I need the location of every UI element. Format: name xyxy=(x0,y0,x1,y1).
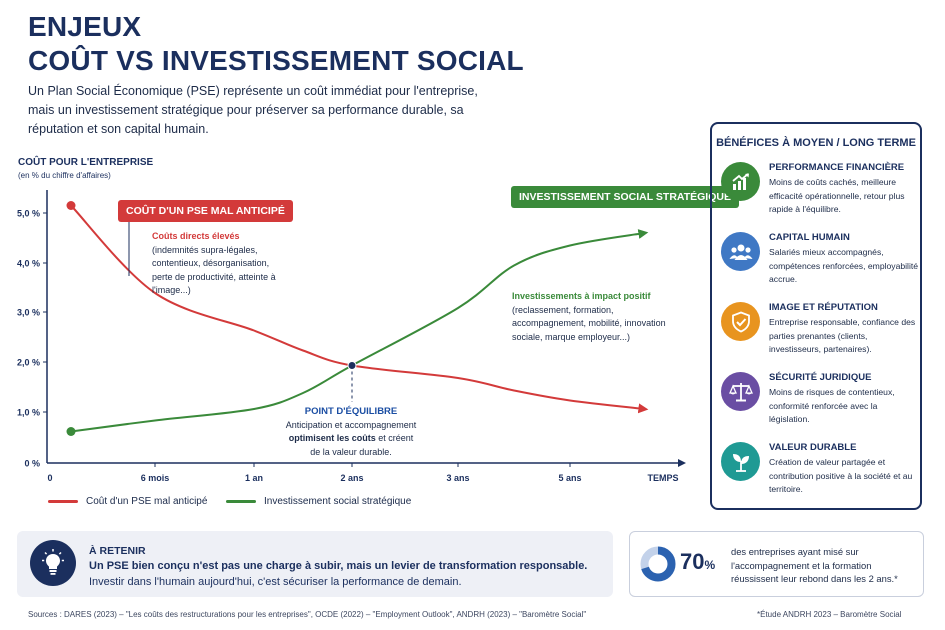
legend-item-red: Coût d'un PSE mal anticipé xyxy=(48,496,207,507)
sources-footer: Sources : DARES (2023) – "Les coûts des … xyxy=(28,610,587,619)
benefit-text-legal: Moins de risques de contentieux, conform… xyxy=(769,387,895,424)
legend-label-red: Coût d'un PSE mal anticipé xyxy=(86,496,208,507)
statistic-box: 70% des entreprises ayant misé sur l'acc… xyxy=(629,531,924,597)
lightbulb-icon xyxy=(30,540,76,586)
benefit-title-financial: PERFORMANCE FINANCIÈRE xyxy=(769,162,905,173)
equilibrium-line-1: Anticipation et accompagnement xyxy=(285,419,417,430)
people-icon xyxy=(721,232,760,271)
x-tick-label: 2 ans xyxy=(340,473,363,483)
statistic-text: des entreprises ayant misé sur l'accompa… xyxy=(731,546,898,584)
x-tick-label: TEMPS xyxy=(647,473,678,483)
key-takeaway-line-1: Un PSE bien conçu n'est pas une charge à… xyxy=(89,560,588,572)
equilibrium-heading: POINT D'ÉQUILIBRE xyxy=(304,406,398,417)
title-line-2: COÛT VS INVESTISSEMENT SOCIAL xyxy=(28,45,524,76)
series-line-cost-start-point xyxy=(66,201,76,210)
benefit-text-sustainable: Création de valeur partagée et contribut… xyxy=(769,457,913,494)
key-takeaway-line-2: Investir dans l'humain aujourd'hui, c'es… xyxy=(89,576,462,588)
equilibrium-point xyxy=(347,361,357,370)
y-axis-subtitle: (en % du chiffre d'affaires) xyxy=(18,171,111,180)
page-title: ENJEUX COÛT VS INVESTISSEMENT SOCIAL xyxy=(28,10,524,78)
y-tick-label: 4,0 % xyxy=(17,259,40,269)
positive-impact-body: (reclassement, formation, accompagnement… xyxy=(512,304,666,342)
benefit-text-human: Salariés mieux accompagnés, compétences … xyxy=(769,247,919,284)
y-tick-label: 1,0 % xyxy=(17,408,40,418)
positive-impact-heading: Investissements à impact positif xyxy=(512,291,651,301)
x-tick-label: 1 an xyxy=(245,473,263,483)
y-tick-label: 2,0 % xyxy=(17,358,40,368)
chart-up-icon xyxy=(721,162,760,201)
footnote: *Étude ANDRH 2023 – Baromètre Social xyxy=(757,610,902,619)
equilibrium-note: POINT D'ÉQUILIBRE Anticipation et accomp… xyxy=(276,405,426,459)
key-takeaway-title: À RETENIR xyxy=(89,545,146,557)
statistic-unit: % xyxy=(704,558,716,572)
equilibrium-line-3: de la valeur durable. xyxy=(310,446,392,457)
equilibrium-line-2-bold: optimisent les coûts xyxy=(288,433,376,443)
x-tick-label: 6 mois xyxy=(141,473,170,483)
donut-value-arc xyxy=(640,546,676,582)
statistic-value: 70% xyxy=(680,549,715,575)
cost-investment-chart: COÛT POUR L'ENTREPRISE (en % du chiffre … xyxy=(17,155,686,483)
equilibrium-line-2-rest: et créent xyxy=(375,433,414,443)
leaf-icon xyxy=(721,442,760,481)
intro-text: Un Plan Social Économique (PSE) représen… xyxy=(28,84,478,136)
benefit-title-reputation: IMAGE ET RÉPUTATION xyxy=(769,302,878,313)
scales-icon xyxy=(721,372,760,411)
positive-impact-note: Investissements à impact positif (reclas… xyxy=(512,290,687,344)
y-tick-label: 3,0 % xyxy=(17,308,40,318)
benefit-text-financial: Moins de coûts cachés, meilleure efficac… xyxy=(769,177,905,214)
y-tick-label: 5,0 % xyxy=(17,209,40,219)
red-series-tag: COÛT D'UN PSE MAL ANTICIPÉ xyxy=(118,200,293,222)
direct-costs-heading: Coûts directs élevés xyxy=(152,231,240,241)
donut-chart xyxy=(640,546,676,582)
series-line-investment-start-point xyxy=(66,427,76,436)
legend-label-green: Investissement social stratégique xyxy=(264,496,412,507)
x-tick-label: 3 ans xyxy=(446,473,469,483)
x-tick-label: 5 ans xyxy=(558,473,581,483)
y-tick-label: 0 % xyxy=(24,459,40,469)
benefit-text-reputation: Entreprise responsable, confiance des pa… xyxy=(769,317,916,354)
benefit-title-sustainable: VALEUR DURABLE xyxy=(769,442,857,453)
equilibrium-line-2: optimisent les coûts et créent xyxy=(276,432,426,446)
statistic-number: 70 xyxy=(680,549,705,574)
legend-swatch-green xyxy=(226,500,256,503)
x-tick-label: 0 xyxy=(47,473,52,483)
direct-costs-body: (indemnités supra-légales, contentieux, … xyxy=(152,244,276,296)
benefits-panel: BÉNÉFICES À MOYEN / LONG TERME PERFORMAN… xyxy=(710,122,922,510)
benefit-title-human: CAPITAL HUMAIN xyxy=(769,232,850,243)
green-series-tag: INVESTISSEMENT SOCIAL STRATÉGIQUE xyxy=(511,186,739,208)
legend-swatch-red xyxy=(48,500,78,503)
benefits-title: BÉNÉFICES À MOYEN / LONG TERME xyxy=(716,137,916,149)
key-takeaway-box: À RETENIR Un PSE bien conçu n'est pas un… xyxy=(17,531,613,597)
series-line-cost xyxy=(70,204,649,414)
title-line-1: ENJEUX xyxy=(28,11,142,42)
y-axis-title: COÛT POUR L'ENTREPRISE xyxy=(18,155,153,168)
shield-check-icon xyxy=(721,302,760,341)
direct-costs-note: Coûts directs élevés (indemnités supra-l… xyxy=(152,230,292,298)
benefit-title-legal: SÉCURITÉ JURIDIQUE xyxy=(769,372,872,383)
legend-item-green: Investissement social stratégique xyxy=(226,496,411,507)
